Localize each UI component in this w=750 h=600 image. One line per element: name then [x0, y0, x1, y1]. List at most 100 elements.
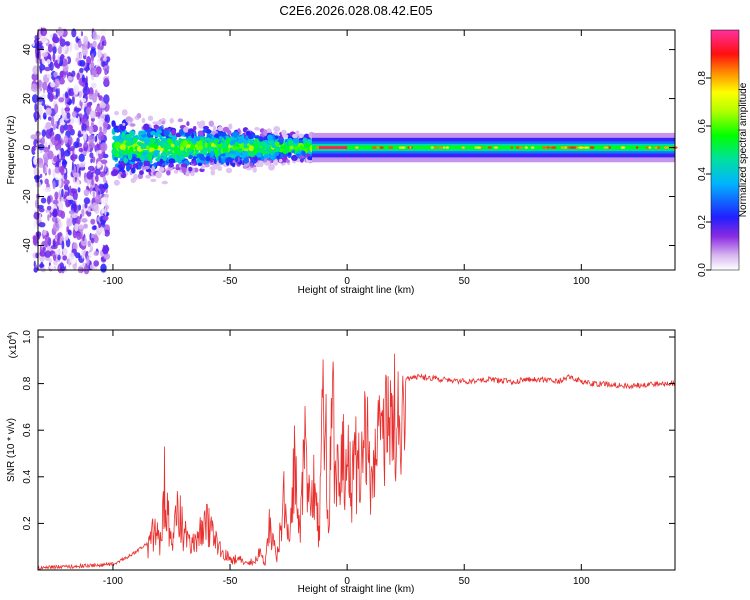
heatmap-cell: [80, 98, 87, 103]
spectrogram-border: [37, 29, 676, 271]
heatmap-cell: [94, 136, 98, 143]
heatmap-cell: [140, 144, 144, 150]
heatmap-cell: [635, 146, 639, 149]
heatmap-cell: [63, 179, 70, 185]
heatmap-cell: [79, 59, 86, 67]
heatmap-cell: [188, 166, 193, 172]
heatmap-cell: [49, 61, 54, 71]
heatmap-cell: [88, 135, 95, 140]
heatmap-cell: [52, 222, 60, 232]
snr-x-ticks: -100 -50 0 50 100: [103, 330, 590, 587]
heatmap-cell: [248, 162, 254, 166]
heatmap-cell: [231, 162, 236, 168]
heatmap-cell: [185, 170, 190, 177]
heatmap-cell: [132, 138, 137, 142]
heatmap-cell: [151, 165, 155, 173]
heatmap-cell: [52, 209, 58, 218]
heatmap-cell: [42, 81, 48, 91]
heatmap-cell: [97, 241, 104, 251]
heatmap-cell: [251, 159, 256, 163]
heatmap-cell: [97, 92, 100, 98]
y-tick-label: 20: [22, 93, 33, 105]
heatmap-cell: [111, 169, 119, 177]
heatmap-cell: [291, 154, 298, 161]
heatmap-cell: [91, 178, 94, 186]
heatmap-cell: [192, 160, 197, 164]
heatmap-cell: [89, 152, 94, 159]
heatmap-cell: [253, 138, 260, 145]
snr-series-line: [37, 353, 675, 571]
heatmap-cell: [71, 28, 77, 38]
heatmap-cell: [88, 252, 94, 257]
heatmap-cell: [87, 207, 91, 213]
heatmap-cell: [60, 165, 65, 176]
heatmap-cell: [98, 222, 102, 228]
heatmap-cell: [159, 158, 164, 165]
colorbar-label: Normalized spectral amplitude: [738, 82, 749, 217]
heatmap-cell: [276, 146, 281, 152]
heatmap-cell: [439, 146, 444, 149]
x-tick-label: 100: [573, 576, 590, 587]
heatmap-cell: [58, 201, 64, 211]
heatmap-cell: [136, 113, 142, 119]
heatmap-cell: [546, 146, 550, 149]
heatmap-cell: [94, 194, 102, 204]
heatmap-cell: [55, 87, 59, 98]
heatmap-cell: [231, 146, 239, 150]
heatmap-cell: [298, 133, 304, 139]
heatmap-cell: [38, 163, 45, 168]
heatmap-cell: [206, 137, 211, 142]
heatmap-cell: [172, 152, 177, 159]
heatmap-cell: [41, 241, 46, 247]
heatmap-cell: [294, 145, 299, 151]
heatmap-cell: [98, 149, 102, 154]
heatmap-cell: [61, 107, 64, 116]
heatmap-cell: [355, 146, 359, 149]
heatmap-cell: [73, 172, 80, 178]
heatmap-cell: [54, 191, 59, 200]
heatmap-cell: [103, 183, 109, 190]
heatmap-cell: [188, 154, 193, 160]
heatmap-cell: [173, 169, 179, 174]
heatmap-cell: [152, 121, 160, 125]
heatmap-cell: [52, 180, 56, 190]
heatmap-cell: [58, 78, 65, 85]
heatmap-cell: [81, 74, 85, 83]
heatmap-cell: [171, 128, 177, 136]
heatmap-cell: [285, 159, 290, 163]
heatmap-cell: [63, 195, 66, 200]
heatmap-cell: [187, 128, 195, 134]
heatmap-cell: [104, 163, 107, 173]
heatmap-cell: [243, 157, 249, 164]
heatmap-cell: [524, 146, 528, 149]
heatmap-cell: [475, 146, 482, 149]
heatmap-cell: [30, 134, 37, 140]
heatmap-cell: [92, 40, 97, 48]
heatmap-cell: [100, 27, 107, 37]
heatmap-cell: [95, 66, 102, 75]
heatmap-cell: [67, 75, 73, 81]
heatmap-cell: [434, 146, 438, 149]
heatmap-cell: [229, 154, 234, 159]
heatmap-cell: [130, 177, 136, 184]
heatmap-cell: [99, 39, 103, 48]
heatmap-cell: [199, 153, 205, 161]
heatmap-cell: [105, 188, 108, 194]
heatmap-cell: [66, 195, 74, 200]
heatmap-cell: [83, 223, 88, 229]
heatmap-cell: [42, 229, 47, 236]
heatmap-cell: [54, 136, 59, 141]
spectrogram-marks: [30, 26, 678, 275]
colorbar-tick-label: 0.0: [697, 263, 708, 277]
heatmap-cell: [234, 150, 239, 156]
heatmap-cell: [61, 188, 64, 198]
heatmap-cell: [409, 146, 412, 149]
svg-text:(x104): (x104): [7, 332, 19, 359]
snr-panel: -100 -50 0 50 100 0.2 0.4 0.6 0.8 1.0 Height of …: [6, 329, 676, 595]
heatmap-cell: [149, 147, 155, 152]
heatmap-cell: [125, 116, 133, 123]
heatmap-cell: [143, 123, 150, 131]
heatmap-cell: [101, 159, 108, 165]
heatmap-cell: [162, 156, 167, 162]
heatmap-cell: [93, 235, 99, 244]
